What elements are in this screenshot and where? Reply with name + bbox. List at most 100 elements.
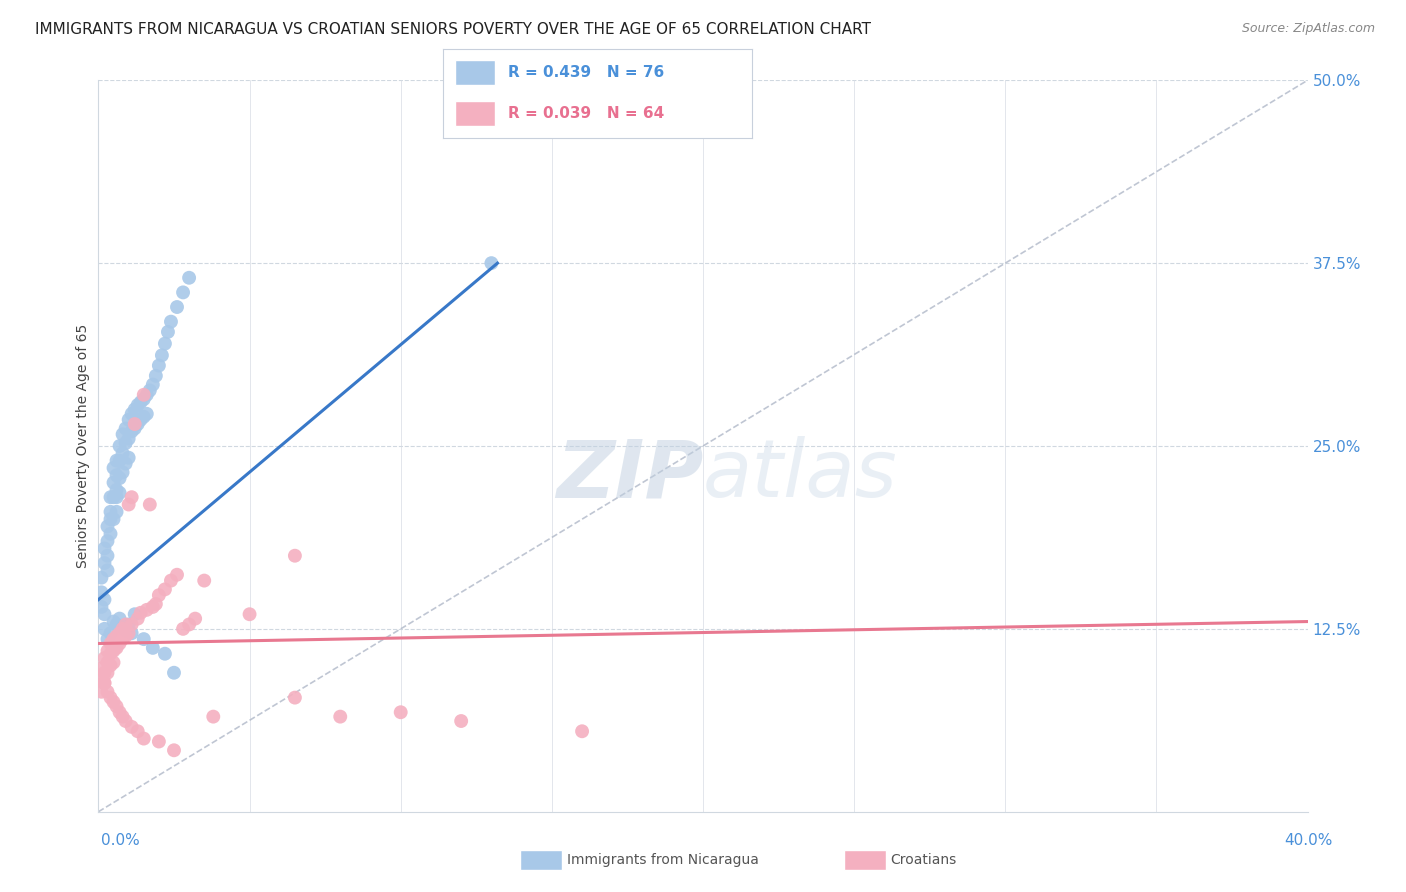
- Point: [111, 446, 134, 460]
- Point: [118, 412, 141, 426]
- Point: [132, 632, 155, 646]
- Point: [93, 622, 115, 636]
- Point: [103, 644, 125, 658]
- Point: [93, 556, 115, 570]
- Point: [153, 582, 176, 597]
- Point: [96, 519, 118, 533]
- Point: [239, 607, 262, 622]
- Point: [108, 471, 131, 485]
- Point: [93, 676, 115, 690]
- Point: [114, 629, 136, 643]
- Point: [166, 567, 188, 582]
- Point: [114, 617, 136, 632]
- Point: [105, 490, 128, 504]
- Point: [163, 743, 186, 757]
- Point: [389, 705, 412, 719]
- Point: [108, 453, 131, 467]
- Point: [96, 632, 118, 646]
- Point: [118, 450, 141, 465]
- Point: [172, 622, 194, 636]
- Point: [121, 490, 143, 504]
- Point: [93, 676, 115, 690]
- Point: [127, 612, 149, 626]
- Point: [129, 412, 152, 426]
- Point: [93, 592, 115, 607]
- Point: [111, 620, 134, 634]
- Point: [481, 256, 503, 270]
- Point: [150, 348, 173, 362]
- Point: [111, 427, 134, 442]
- Text: R = 0.039   N = 64: R = 0.039 N = 64: [508, 106, 664, 120]
- Point: [111, 622, 134, 636]
- Point: [90, 685, 112, 699]
- Text: IMMIGRANTS FROM NICARAGUA VS CROATIAN SENIORS POVERTY OVER THE AGE OF 65 CORRELA: IMMIGRANTS FROM NICARAGUA VS CROATIAN SE…: [35, 22, 872, 37]
- Point: [103, 490, 125, 504]
- Point: [103, 615, 125, 629]
- Point: [108, 485, 131, 500]
- Text: 40.0%: 40.0%: [1285, 833, 1333, 847]
- Point: [105, 640, 128, 655]
- Point: [90, 585, 112, 599]
- Point: [96, 685, 118, 699]
- Point: [129, 395, 152, 409]
- Point: [118, 498, 141, 512]
- Point: [127, 417, 149, 431]
- Point: [129, 606, 152, 620]
- Point: [163, 665, 186, 680]
- Text: Croatians: Croatians: [890, 853, 956, 867]
- Point: [100, 505, 122, 519]
- Point: [184, 612, 207, 626]
- Point: [103, 461, 125, 475]
- Point: [284, 690, 307, 705]
- Point: [93, 651, 115, 665]
- Point: [114, 457, 136, 471]
- Point: [329, 709, 352, 723]
- Point: [177, 270, 201, 285]
- Point: [121, 720, 143, 734]
- Point: [132, 731, 155, 746]
- Point: [124, 607, 146, 622]
- Point: [177, 617, 201, 632]
- Point: [132, 392, 155, 407]
- Point: [142, 599, 165, 614]
- Point: [96, 656, 118, 670]
- Point: [121, 425, 143, 439]
- Text: Immigrants from Nicaragua: Immigrants from Nicaragua: [567, 853, 758, 867]
- Point: [121, 626, 143, 640]
- Point: [284, 549, 307, 563]
- Text: R = 0.439   N = 76: R = 0.439 N = 76: [508, 65, 664, 79]
- Point: [96, 534, 118, 549]
- Y-axis label: Seniors Poverty Over the Age of 65: Seniors Poverty Over the Age of 65: [76, 324, 90, 568]
- Point: [127, 398, 149, 412]
- Point: [108, 439, 131, 453]
- Point: [100, 490, 122, 504]
- Point: [450, 714, 472, 728]
- Point: [108, 612, 131, 626]
- Point: [90, 571, 112, 585]
- FancyBboxPatch shape: [456, 60, 495, 85]
- Point: [108, 705, 131, 719]
- Point: [114, 624, 136, 638]
- Point: [202, 709, 225, 723]
- Point: [105, 483, 128, 497]
- Point: [142, 640, 165, 655]
- Point: [103, 475, 125, 490]
- Point: [103, 695, 125, 709]
- Point: [90, 661, 112, 675]
- Point: [111, 632, 134, 646]
- Point: [127, 724, 149, 739]
- Text: 0.0%: 0.0%: [101, 833, 141, 847]
- Point: [105, 505, 128, 519]
- Point: [160, 315, 183, 329]
- Point: [124, 421, 146, 435]
- Point: [90, 673, 112, 687]
- Point: [114, 436, 136, 450]
- Point: [172, 285, 194, 300]
- Point: [100, 526, 122, 541]
- Point: [100, 647, 122, 661]
- Point: [105, 468, 128, 483]
- Point: [139, 384, 162, 398]
- Point: [145, 597, 167, 611]
- Point: [135, 603, 157, 617]
- Point: [111, 466, 134, 480]
